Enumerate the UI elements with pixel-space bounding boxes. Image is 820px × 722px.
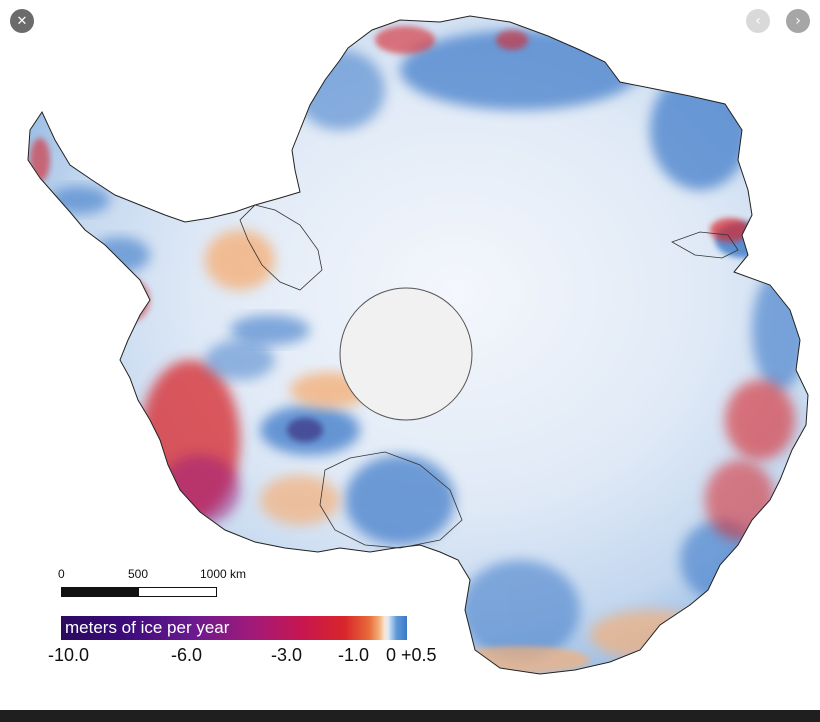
coastline: [27, 15, 809, 675]
scale-label-max: 1000 km: [200, 567, 247, 581]
legend-tick: -10.0: [48, 645, 90, 665]
ice-change-patch: [90, 237, 150, 273]
ice-change-patch: [725, 380, 795, 460]
legend-tick: -6.0: [171, 645, 203, 665]
legend-tick: -1.0: [338, 645, 370, 665]
ice-change-patch: [295, 50, 385, 130]
legend-color-bar: meters of ice per year: [61, 616, 407, 640]
ice-change-patch: [345, 455, 455, 545]
ice-change-patch: [110, 278, 150, 322]
ice-change-patch: [205, 340, 275, 380]
ice-shelf-outline: [319, 451, 463, 549]
ice-change-patch: [450, 646, 590, 674]
ice-change-patch: [260, 475, 340, 525]
scale-bar: [61, 587, 217, 597]
close-icon[interactable]: ✕: [10, 9, 34, 33]
ice-change-patch: [650, 70, 750, 190]
ice-change-patch: [287, 418, 323, 442]
ice-change-patch: [496, 30, 528, 50]
ice-shelf-outline: [239, 204, 323, 291]
ice-change-patches: [30, 26, 808, 674]
legend-tick: -3.0: [271, 645, 303, 665]
ice-change-patch: [160, 455, 240, 525]
chevron-left-icon[interactable]: ‹: [746, 9, 770, 33]
ice-shelf-outline: [671, 231, 739, 259]
scale-label-zero: 0: [58, 567, 65, 581]
ice-change-patch: [710, 218, 750, 242]
ice-change-patch: [375, 26, 435, 54]
ice-change-patch: [590, 610, 710, 660]
ice-change-patch: [30, 138, 50, 182]
ice-change-patch: [230, 315, 310, 345]
ice-change-patch: [705, 460, 775, 540]
legend-tick: 0 +0.5: [386, 645, 437, 665]
chevron-right-icon[interactable]: ›: [786, 9, 810, 33]
ice-change-patch: [460, 560, 580, 660]
ice-change-patch: [752, 270, 808, 390]
legend-title: meters of ice per year: [65, 618, 230, 637]
scale-label-mid: 500: [128, 567, 149, 581]
pole-hole: [339, 287, 473, 421]
ice-change-patch: [205, 230, 275, 290]
